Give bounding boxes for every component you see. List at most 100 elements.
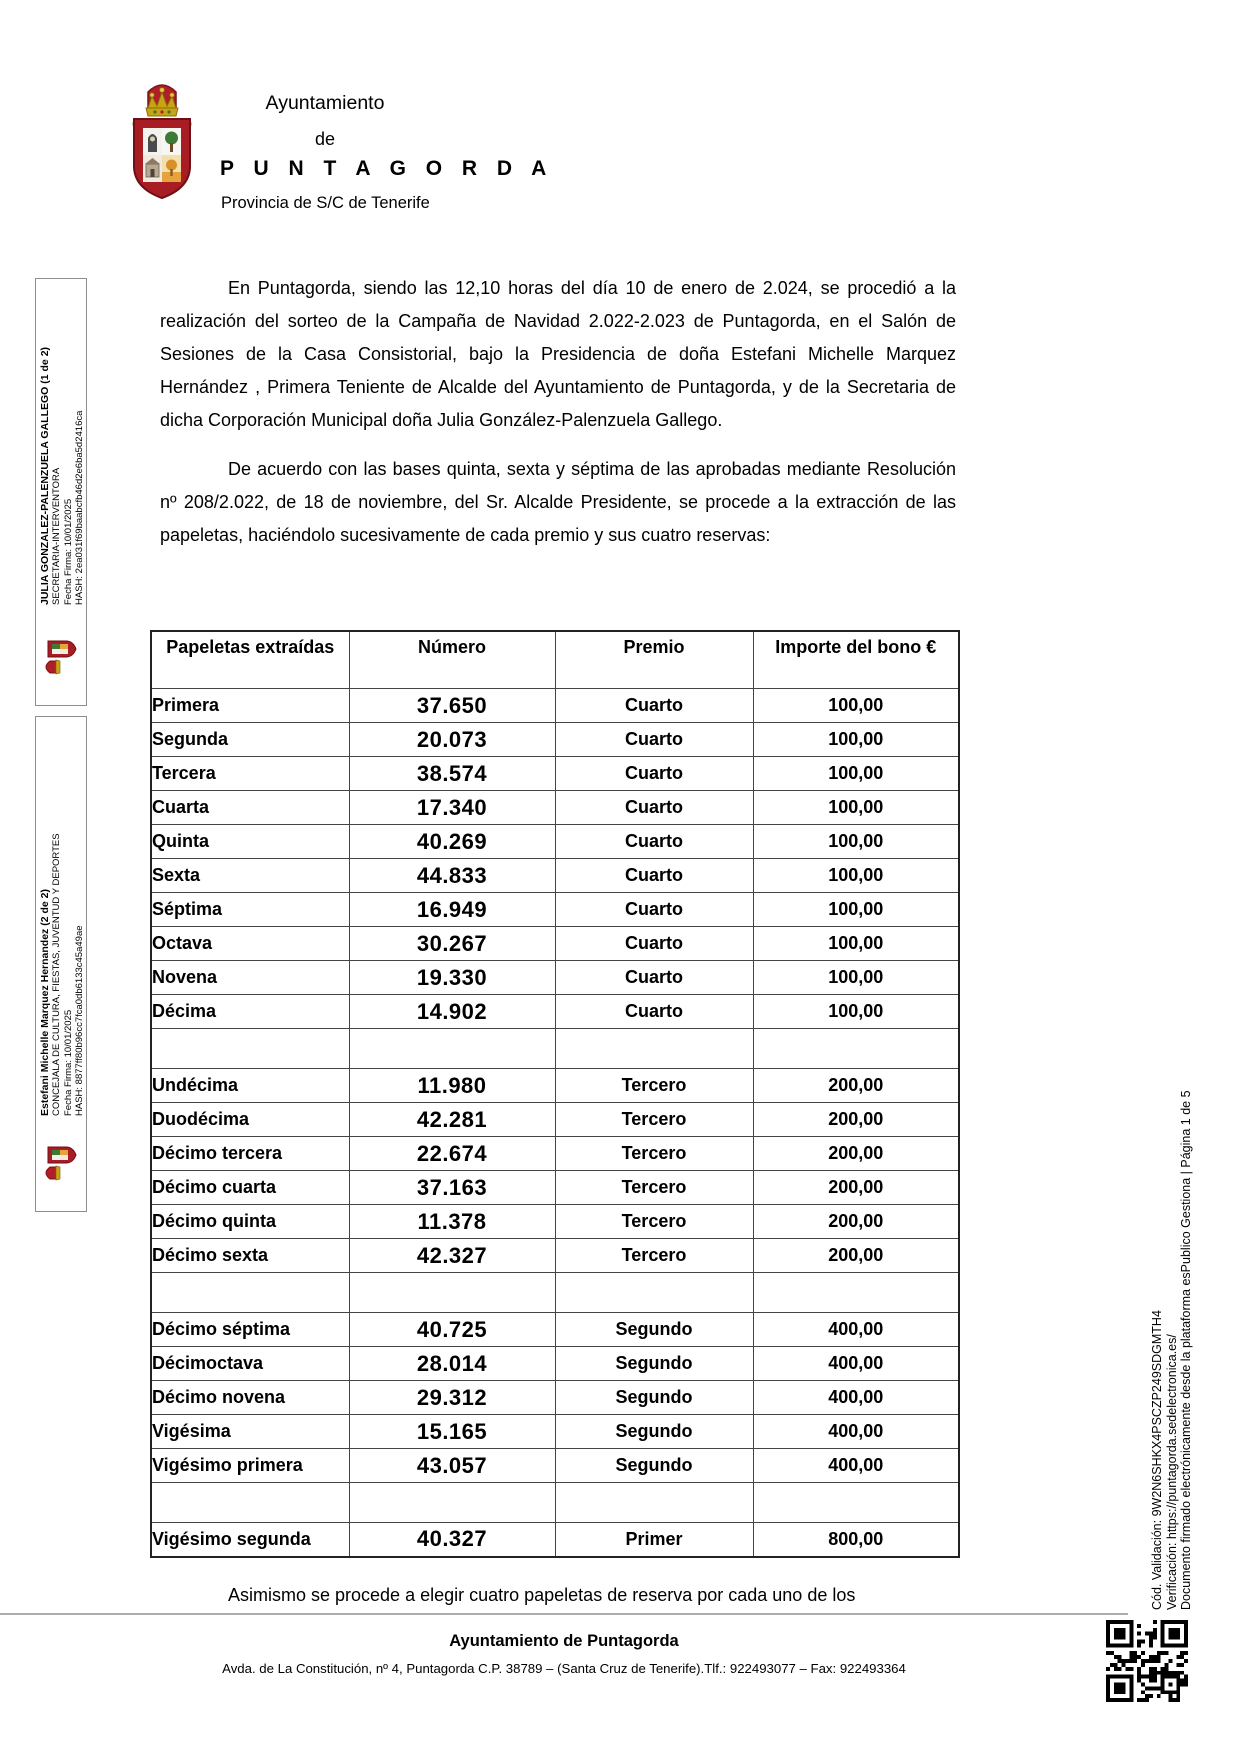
table-row: Décimo novena 29.312 Segundo 400,00 bbox=[150, 1380, 960, 1415]
stamp-coat-of-arms-icon bbox=[45, 640, 77, 675]
cell-importe: 100,00 bbox=[752, 722, 960, 757]
lottery-table: Papeletas extraídas Número Premio Import… bbox=[150, 630, 960, 1558]
cell-numero: 40.725 bbox=[348, 1312, 556, 1347]
cell-importe: 200,00 bbox=[752, 1170, 960, 1205]
table-row-blank bbox=[150, 1272, 960, 1313]
cell-label: Tercera bbox=[150, 756, 350, 791]
cell-premio: Cuarto bbox=[554, 858, 754, 893]
table-row: Décimoctava 28.014 Segundo 400,00 bbox=[150, 1346, 960, 1381]
body-text: En Puntagorda, siendo las 12,10 horas de… bbox=[160, 272, 956, 552]
cell-label bbox=[150, 1028, 350, 1069]
cell-importe: 100,00 bbox=[752, 892, 960, 927]
table-row: Vigésimo primera 43.057 Segundo 400,00 bbox=[150, 1448, 960, 1483]
table-row: Décimo sexta 42.327 Tercero 200,00 bbox=[150, 1238, 960, 1273]
cell-importe: 400,00 bbox=[752, 1414, 960, 1449]
cell-premio: Tercero bbox=[554, 1170, 754, 1205]
cell-importe bbox=[752, 1482, 960, 1523]
cell-premio: Cuarto bbox=[554, 824, 754, 859]
cell-label bbox=[150, 1482, 350, 1523]
cell-importe: 400,00 bbox=[752, 1312, 960, 1347]
cell-numero: 20.073 bbox=[348, 722, 556, 757]
cell-importe: 800,00 bbox=[752, 1522, 960, 1557]
signature-hash: HASH: 8877ff80b96cc7fca0db6133c45a49ae bbox=[74, 925, 85, 1116]
cell-label: Undécima bbox=[150, 1068, 350, 1103]
cell-numero: 16.949 bbox=[348, 892, 556, 927]
cell-importe bbox=[752, 1272, 960, 1313]
cell-numero: 29.312 bbox=[348, 1380, 556, 1415]
cell-numero: 30.267 bbox=[348, 926, 556, 961]
cell-premio: Cuarto bbox=[554, 790, 754, 825]
table-row-blank bbox=[150, 1482, 960, 1523]
table-row-blank bbox=[150, 1028, 960, 1069]
cell-numero: 14.902 bbox=[348, 994, 556, 1029]
qr-code-icon bbox=[1106, 1620, 1188, 1702]
cell-importe: 200,00 bbox=[752, 1238, 960, 1273]
cell-premio: Segundo bbox=[554, 1414, 754, 1449]
cell-label: Quinta bbox=[150, 824, 350, 859]
table-row: Segunda 20.073 Cuarto 100,00 bbox=[150, 722, 960, 757]
table-row: Quinta 40.269 Cuarto 100,00 bbox=[150, 824, 960, 859]
validation-document: Documento firmado electrónicamente desde… bbox=[1179, 1090, 1193, 1610]
cell-importe: 200,00 bbox=[752, 1136, 960, 1171]
cell-premio bbox=[554, 1028, 754, 1069]
column-header-premio: Premio bbox=[554, 630, 754, 689]
cell-importe: 100,00 bbox=[752, 688, 960, 723]
cell-label: Séptima bbox=[150, 892, 350, 927]
cell-numero bbox=[348, 1482, 556, 1523]
paragraph-asimismo: Asimismo se procede a elegir cuatro pape… bbox=[228, 1585, 856, 1605]
table-row: Cuarta 17.340 Cuarto 100,00 bbox=[150, 790, 960, 825]
cell-premio: Segundo bbox=[554, 1448, 754, 1483]
signer-name: Estefani Michelle Marquez Hernandez (2 d… bbox=[39, 889, 51, 1116]
cell-numero: 42.281 bbox=[348, 1102, 556, 1137]
cell-premio: Segundo bbox=[554, 1380, 754, 1415]
paragraph-intro: En Puntagorda, siendo las 12,10 horas de… bbox=[160, 278, 956, 430]
column-header-numero: Número bbox=[348, 630, 556, 689]
cell-label: Novena bbox=[150, 960, 350, 995]
table-body: Primera 37.650 Cuarto 100,00 Segunda 20.073 Cu… bbox=[150, 688, 960, 1557]
table-row: Séptima 16.949 Cuarto 100,00 bbox=[150, 892, 960, 927]
cell-label: Vigésima bbox=[150, 1414, 350, 1449]
cell-numero: 17.340 bbox=[348, 790, 556, 825]
cell-premio: Tercero bbox=[554, 1238, 754, 1273]
coat-of-arms-icon bbox=[132, 84, 192, 200]
paragraph-resolution: De acuerdo con las bases quinta, sexta y… bbox=[160, 459, 956, 545]
cell-label: Décimo tercera bbox=[150, 1136, 350, 1171]
cell-label: Décimo quinta bbox=[150, 1204, 350, 1239]
cell-numero: 28.014 bbox=[348, 1346, 556, 1381]
cell-premio: Segundo bbox=[554, 1312, 754, 1347]
cell-label: Décima bbox=[150, 994, 350, 1029]
header-de: de bbox=[314, 129, 336, 149]
cell-premio bbox=[554, 1482, 754, 1523]
cell-premio: Cuarto bbox=[554, 688, 754, 723]
signer-name: JULIA GONZALEZ-PALENZUELA GALLEGO (1 de … bbox=[39, 346, 51, 605]
cell-numero: 15.165 bbox=[348, 1414, 556, 1449]
cell-label: Sexta bbox=[150, 858, 350, 893]
cell-importe: 100,00 bbox=[752, 824, 960, 859]
cell-label: Cuarta bbox=[150, 790, 350, 825]
cell-importe: 400,00 bbox=[752, 1448, 960, 1483]
cell-label: Octava bbox=[150, 926, 350, 961]
cell-label: Vigésimo segunda bbox=[150, 1522, 350, 1557]
cell-numero: 11.378 bbox=[348, 1204, 556, 1239]
cell-importe: 100,00 bbox=[752, 790, 960, 825]
validation-code: Cód. Validación: 9W2N6SHKX4PSCZP249SDGMT… bbox=[1150, 1310, 1164, 1610]
cell-premio: Tercero bbox=[554, 1102, 754, 1137]
cell-label: Décimo novena bbox=[150, 1380, 350, 1415]
table-row: Décima 14.902 Cuarto 100,00 bbox=[150, 994, 960, 1029]
cell-importe: 100,00 bbox=[752, 926, 960, 961]
signature-text: JULIA GONZALEZ-PALENZUELA GALLEGO (1 de … bbox=[39, 347, 86, 605]
table-header-row: Papeletas extraídas Número Premio Import… bbox=[150, 630, 960, 689]
table-row: Sexta 44.833 Cuarto 100,00 bbox=[150, 858, 960, 893]
footer-divider bbox=[0, 1613, 1128, 1615]
cell-premio: Cuarto bbox=[554, 926, 754, 961]
cell-premio: Primer bbox=[554, 1522, 754, 1557]
header-ayuntamiento: Ayuntamiento bbox=[265, 92, 385, 114]
cell-premio: Cuarto bbox=[554, 722, 754, 757]
table-row: Décimo tercera 22.674 Tercero 200,00 bbox=[150, 1136, 960, 1171]
table-row: Undécima 11.980 Tercero 200,00 bbox=[150, 1068, 960, 1103]
table-row: Duodécima 42.281 Tercero 200,00 bbox=[150, 1102, 960, 1137]
column-header-papeletas: Papeletas extraídas bbox=[150, 630, 350, 689]
cell-premio: Cuarto bbox=[554, 892, 754, 927]
cell-premio: Tercero bbox=[554, 1068, 754, 1103]
signature-date: Fecha Firma: 10/01/2025 bbox=[62, 498, 74, 605]
